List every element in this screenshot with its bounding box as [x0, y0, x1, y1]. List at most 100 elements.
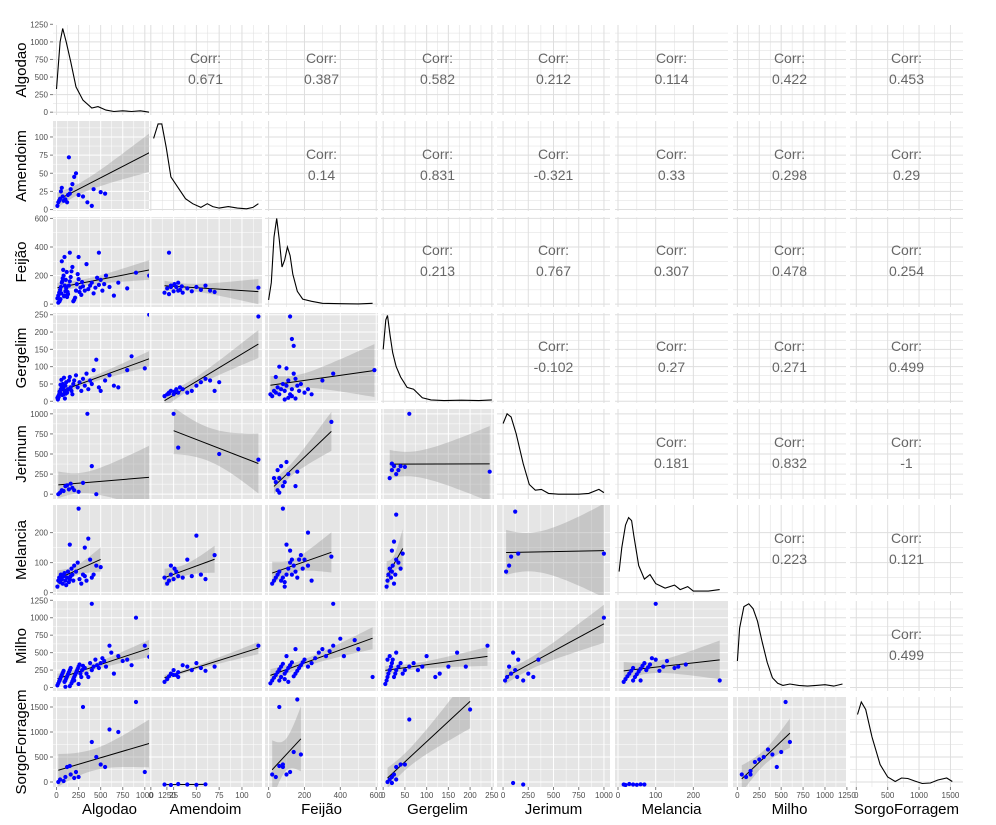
panel-gergelim-sorgoforragem: Corr: 0.499 — [850, 313, 963, 403]
y-tick-label: 0 — [44, 490, 49, 499]
x-tick-label: 1000 — [136, 791, 154, 800]
data-point — [291, 371, 296, 376]
panel-background — [615, 121, 728, 211]
panel-milho-melancia — [615, 601, 728, 691]
y-tick-label: 100 — [35, 363, 49, 372]
correlation-value: 0.832 — [772, 455, 807, 471]
data-point — [94, 492, 99, 497]
data-point — [275, 385, 280, 390]
data-point — [288, 769, 293, 775]
data-point — [631, 782, 636, 787]
data-point — [320, 378, 325, 383]
data-point — [282, 677, 287, 682]
data-point — [78, 671, 83, 676]
panel-melancia-melancia — [615, 505, 728, 595]
data-point — [521, 678, 526, 683]
data-point — [76, 506, 81, 511]
correlation-label: Corr: — [891, 146, 922, 162]
data-point — [176, 674, 181, 680]
data-point — [217, 380, 222, 385]
data-point — [80, 194, 86, 199]
data-point — [420, 664, 425, 669]
x-tick-label: 500 — [774, 791, 788, 800]
data-point — [176, 445, 181, 450]
y-axis-label-jerimum: Jerimum — [13, 425, 30, 483]
data-point — [79, 388, 84, 393]
data-point — [98, 190, 103, 195]
x-tick-label: 75 — [215, 791, 224, 800]
data-point — [96, 282, 101, 287]
regression-line — [273, 430, 332, 487]
data-point — [273, 374, 278, 380]
panel-sorgoforragem-gergelim — [381, 697, 494, 787]
data-point — [402, 464, 407, 469]
correlation-value: 0.14 — [308, 167, 335, 183]
data-point — [80, 480, 86, 485]
x-tick-label: 500 — [881, 791, 895, 800]
data-point — [63, 774, 68, 780]
data-point — [398, 661, 403, 666]
data-point — [293, 376, 298, 381]
panel-algodao-jerimum: Corr: 0.212 — [497, 25, 610, 115]
data-point — [171, 672, 176, 678]
data-point — [280, 762, 285, 767]
data-point — [433, 674, 438, 680]
data-point — [638, 782, 643, 787]
y-tick-label: 0 — [44, 206, 49, 215]
data-point — [75, 560, 80, 565]
data-point — [171, 289, 176, 294]
panel-background — [850, 121, 963, 211]
data-point — [394, 777, 399, 782]
data-point — [74, 282, 79, 287]
y-axis-label-sorgoforragem: SorgoForragem — [13, 689, 30, 794]
data-point — [75, 272, 80, 277]
y-tick-label: 0 — [44, 778, 49, 787]
correlation-label: Corr: — [891, 530, 922, 546]
panel-amendoim-sorgoforragem: Corr: 0.29 — [850, 121, 963, 211]
y-tick-label: 200 — [35, 529, 49, 538]
data-point — [95, 275, 100, 280]
data-point — [411, 661, 416, 666]
confidence-band — [389, 426, 490, 499]
data-point — [627, 781, 632, 787]
data-point — [289, 572, 294, 577]
data-point — [76, 192, 81, 198]
panel-feijao-melancia: Corr: 0.307 — [615, 217, 728, 307]
data-point — [79, 581, 84, 586]
data-point — [102, 282, 107, 287]
data-point — [295, 575, 300, 580]
data-point — [93, 285, 98, 290]
data-point — [62, 571, 67, 576]
data-point — [86, 536, 91, 541]
data-point — [142, 366, 147, 371]
data-point — [55, 203, 60, 208]
data-point — [744, 774, 749, 780]
data-point — [383, 681, 388, 687]
correlation-label: Corr: — [190, 50, 221, 66]
correlation-label: Corr: — [538, 338, 569, 354]
correlation-label: Corr: — [656, 434, 687, 450]
data-point — [58, 284, 64, 290]
panel-amendoim-algodao — [53, 121, 166, 211]
data-point — [70, 264, 75, 270]
data-point — [282, 388, 287, 393]
y-tick-label: 750 — [35, 55, 49, 64]
data-point — [289, 394, 294, 399]
panel-sorgoforragem-amendoim — [149, 697, 262, 787]
x-axis-label-amendoim: Amendoim — [170, 801, 242, 818]
y-tick-label: 100 — [35, 133, 49, 142]
correlation-label: Corr: — [891, 434, 922, 450]
data-point — [284, 772, 289, 777]
data-point — [288, 314, 293, 319]
data-point — [388, 664, 394, 669]
data-point — [86, 287, 91, 292]
data-point — [73, 769, 79, 775]
x-tick-label: 400 — [334, 791, 348, 800]
confidence-band — [387, 697, 471, 787]
data-point — [284, 459, 289, 465]
x-tick-label: 0 — [501, 791, 506, 800]
confidence-band — [164, 330, 259, 403]
data-point — [64, 269, 69, 275]
data-point — [194, 661, 199, 666]
data-point — [289, 387, 294, 392]
